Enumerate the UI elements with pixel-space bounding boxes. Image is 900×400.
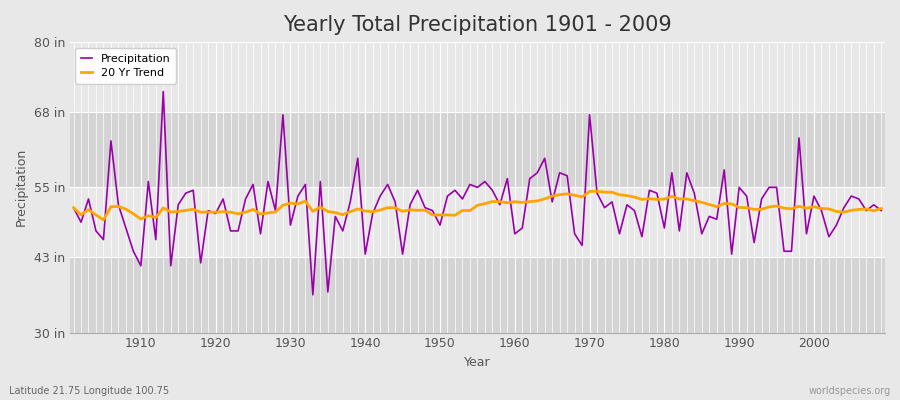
Precipitation [876, 208, 886, 213]
Text: worldspecies.org: worldspecies.org [809, 386, 891, 396]
Precipitation [614, 232, 625, 236]
Bar [70, 112, 885, 187]
20 Yr Trend [135, 217, 146, 222]
20 Yr Trend [509, 199, 520, 204]
20 Yr Trend [614, 192, 625, 197]
Precipitation [300, 182, 310, 187]
Y-axis label: Precipitation: Precipitation [15, 148, 28, 226]
Precipitation [68, 205, 79, 210]
Precipitation [352, 156, 363, 161]
Title: Yearly Total Precipitation 1901 - 2009: Yearly Total Precipitation 1901 - 2009 [283, 15, 671, 35]
Precipitation [158, 89, 168, 94]
20 Yr Trend [98, 218, 109, 222]
20 Yr Trend [591, 189, 602, 194]
Precipitation [308, 292, 319, 297]
Line: 20 Yr Trend: 20 Yr Trend [74, 191, 881, 220]
20 Yr Trend [517, 200, 527, 205]
Legend: Precipitation, 20 Yr Trend: Precipitation, 20 Yr Trend [76, 48, 176, 84]
20 Yr Trend [876, 206, 886, 211]
Text: Latitude 21.75 Longitude 100.75: Latitude 21.75 Longitude 100.75 [9, 386, 169, 396]
Precipitation [517, 226, 527, 230]
20 Yr Trend [68, 205, 79, 210]
Bar [70, 257, 885, 332]
Bar [70, 42, 885, 112]
20 Yr Trend [345, 209, 356, 214]
Bar [70, 187, 885, 257]
20 Yr Trend [300, 199, 310, 204]
Precipitation [525, 176, 535, 181]
X-axis label: Year: Year [464, 356, 491, 369]
Line: Precipitation: Precipitation [74, 92, 881, 295]
Precipitation [128, 249, 139, 254]
